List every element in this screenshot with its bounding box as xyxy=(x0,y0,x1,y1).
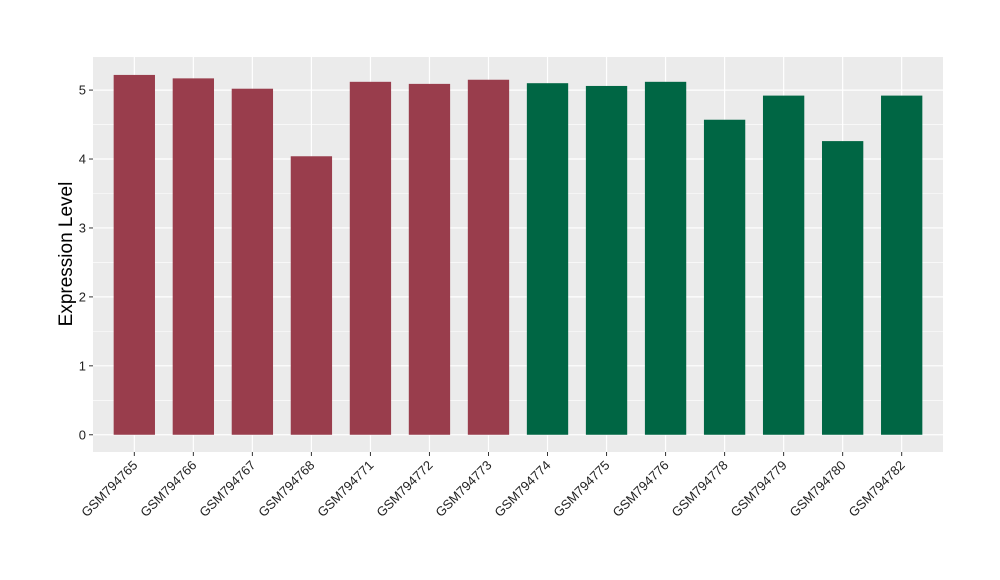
y-tick-label: 3 xyxy=(79,220,86,235)
x-tick-label: GSM794774 xyxy=(491,458,553,520)
x-tick-label: GSM794771 xyxy=(314,458,376,520)
x-axis: GSM794765GSM794766GSM794767GSM794768GSM7… xyxy=(78,452,908,520)
x-tick-label: GSM794765 xyxy=(78,458,140,520)
x-tick-label: GSM794766 xyxy=(137,458,199,520)
bar-gsm794765 xyxy=(113,74,155,435)
bar-gsm794779 xyxy=(762,95,805,435)
x-tick-label: GSM794782 xyxy=(846,458,908,520)
y-axis-title: Expression Level xyxy=(56,182,77,327)
x-tick-label: GSM794772 xyxy=(373,458,435,520)
bar-gsm794772 xyxy=(408,83,451,435)
bar-gsm794773 xyxy=(467,79,510,435)
x-tick-label: GSM794776 xyxy=(609,458,671,520)
bar-gsm794780 xyxy=(821,141,864,435)
y-tick-label: 2 xyxy=(79,289,86,304)
x-tick-label: GSM794773 xyxy=(432,458,494,520)
plot-panel xyxy=(93,57,943,452)
bars xyxy=(113,74,923,435)
x-tick-label: GSM794767 xyxy=(196,458,258,520)
y-tick-label: 5 xyxy=(79,83,86,98)
bar-gsm794767 xyxy=(231,88,274,435)
y-tick-label: 1 xyxy=(79,358,86,373)
bar-gsm794775 xyxy=(585,85,628,435)
y-tick-label: 0 xyxy=(79,427,86,442)
bar-gsm794782 xyxy=(881,95,923,435)
bar-gsm794774 xyxy=(526,83,569,435)
y-axis: 0 1 2 3 4 5 xyxy=(79,83,93,442)
x-tick-label: GSM794780 xyxy=(787,458,849,520)
bar-gsm794776 xyxy=(644,81,687,435)
x-tick-label: GSM794778 xyxy=(668,458,730,520)
y-tick-label: 4 xyxy=(79,152,86,167)
bar-gsm794766 xyxy=(172,78,215,435)
x-tick-label: GSM794768 xyxy=(255,458,317,520)
bar-gsm794778 xyxy=(703,119,746,435)
x-tick-label: GSM794779 xyxy=(728,458,790,520)
bar-gsm794771 xyxy=(349,81,392,435)
bar-gsm794768 xyxy=(290,156,333,435)
x-tick-label: GSM794775 xyxy=(550,458,612,520)
